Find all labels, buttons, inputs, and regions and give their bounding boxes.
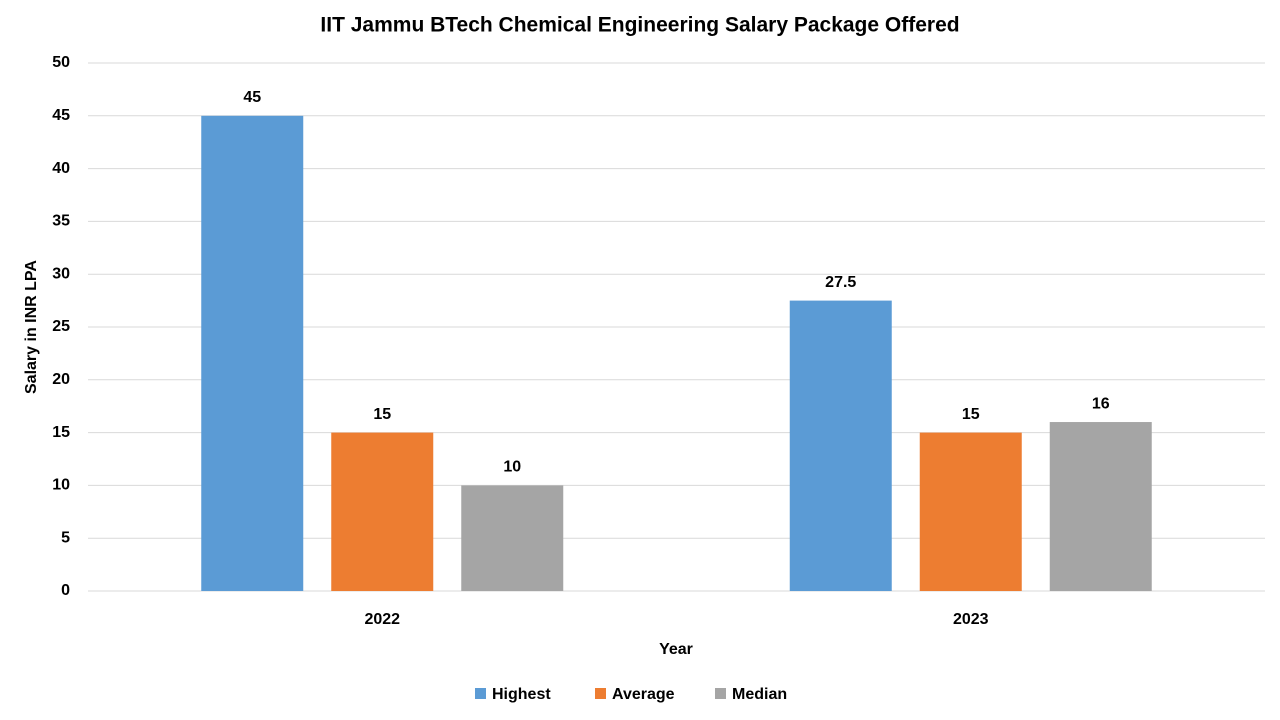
value-label: 15 [373, 406, 391, 423]
y-tick-label: 30 [52, 265, 70, 282]
y-tick-label: 10 [52, 477, 70, 494]
legend-swatch [475, 688, 486, 699]
y-tick-label: 40 [52, 160, 70, 177]
x-axis-label: Year [659, 641, 693, 658]
x-tick-label: 2023 [953, 611, 989, 628]
y-tick-label: 0 [61, 582, 70, 599]
y-axis-label: Salary in INR LPA [23, 260, 40, 394]
x-tick-label: 2022 [364, 611, 400, 628]
chart-title: IIT Jammu BTech Chemical Engineering Sal… [320, 14, 959, 37]
value-label: 27.5 [825, 274, 856, 291]
y-tick-label: 35 [52, 213, 70, 230]
legend-label: Average [612, 686, 675, 703]
value-label: 15 [962, 406, 980, 423]
legend-swatch [595, 688, 606, 699]
value-label: 45 [243, 89, 261, 106]
bar [201, 115, 304, 592]
value-label: 16 [1092, 395, 1110, 412]
bar [1049, 422, 1152, 591]
legend-label: Highest [492, 686, 551, 703]
y-tick-label: 20 [52, 371, 70, 388]
y-tick-label: 15 [52, 424, 70, 441]
bar [789, 300, 892, 591]
legend-label: Median [732, 686, 787, 703]
y-tick-label: 50 [52, 54, 70, 71]
bar [331, 432, 434, 591]
y-tick-label: 5 [61, 529, 70, 546]
y-tick-label: 25 [52, 318, 70, 335]
y-tick-label: 45 [52, 107, 70, 124]
bar [919, 432, 1022, 591]
legend-swatch [715, 688, 726, 699]
value-label: 10 [503, 459, 521, 476]
bar [461, 485, 564, 591]
